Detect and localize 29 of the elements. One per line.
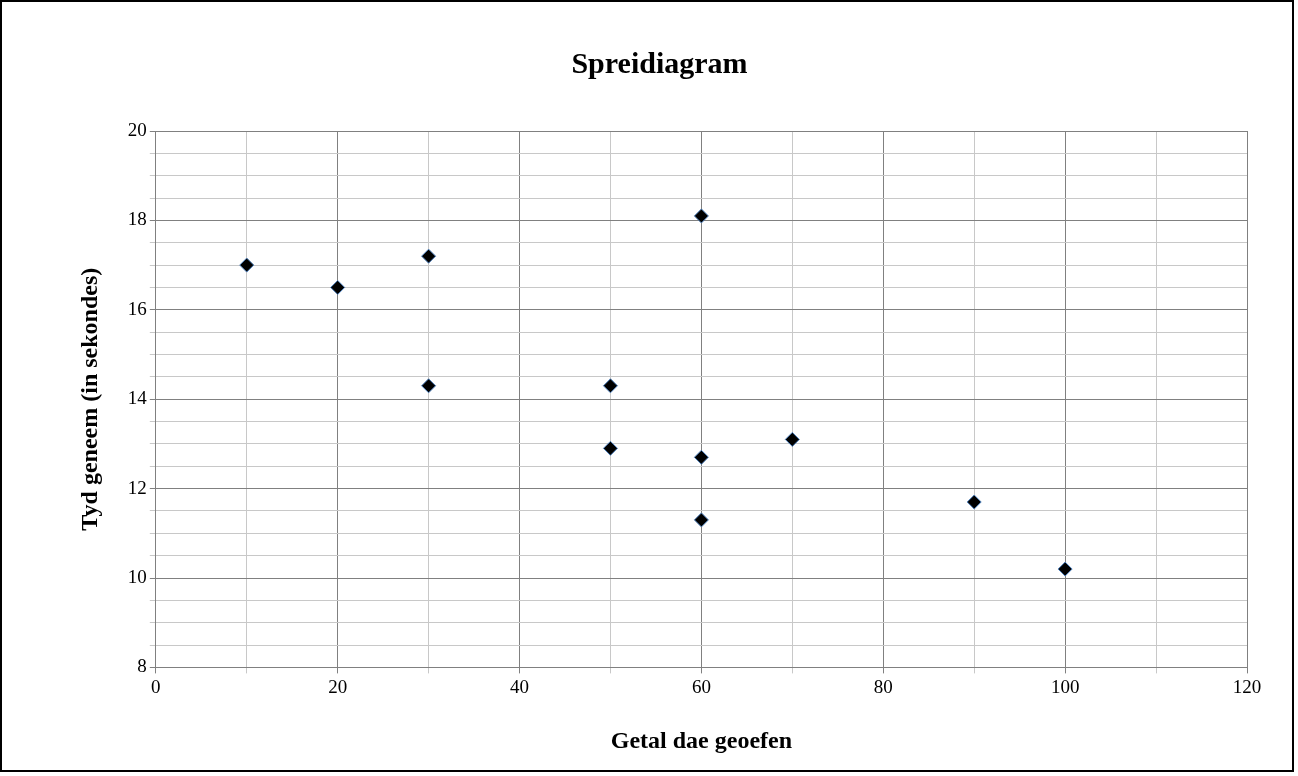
x-tick-label: 120	[1232, 675, 1262, 697]
x-tick-label: 40	[510, 675, 530, 697]
point	[693, 449, 709, 465]
point	[239, 257, 255, 273]
y-tick-label: 14	[127, 387, 148, 409]
x-tick-label: 0	[151, 675, 161, 697]
y-axis-title: Tyd geneem (in sekondes)	[75, 267, 102, 531]
point	[602, 440, 618, 456]
point	[784, 431, 800, 447]
point	[330, 279, 346, 295]
y-tick-label: 10	[127, 565, 147, 587]
y-tick-label: 20	[127, 118, 147, 140]
point	[1057, 561, 1073, 577]
point	[421, 248, 437, 264]
point	[602, 378, 618, 394]
point	[966, 494, 982, 510]
x-tick-label: 100	[1050, 675, 1080, 697]
x-tick-label: 20	[328, 675, 348, 697]
y-tick-label: 16	[127, 297, 147, 319]
chart-title: Spreidiagram	[571, 45, 748, 79]
x-tick-label: 60	[691, 675, 711, 697]
y-tick-label: 12	[127, 476, 147, 498]
x-tick-label: 80	[873, 675, 893, 697]
x-axis-title: Getal dae geoefen	[610, 726, 793, 753]
y-tick-label: 8	[137, 655, 147, 677]
point	[421, 378, 437, 394]
y-tick-label: 18	[127, 208, 147, 230]
point	[693, 512, 709, 528]
point	[693, 208, 709, 224]
